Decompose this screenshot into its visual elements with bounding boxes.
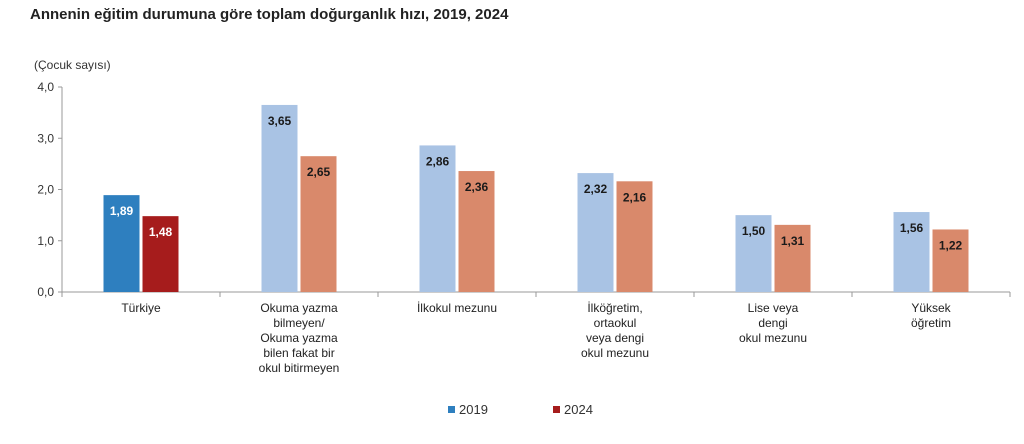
y-axis-label: (Çocuk sayısı) bbox=[34, 58, 111, 72]
x-category-label: Okuma yazma bilmeyen/Okuma yazma bilen fak… bbox=[259, 301, 340, 375]
legend-item-2019: 2019 bbox=[448, 402, 488, 417]
x-category-label: Türkiye bbox=[121, 301, 161, 315]
x-category-label-line: İlköğretim, bbox=[587, 301, 642, 315]
legend-item-2024: 2024 bbox=[553, 402, 593, 417]
y-tick-label: 1,0 bbox=[37, 234, 54, 248]
bar-2024 bbox=[932, 229, 969, 292]
legend-label-2024: 2024 bbox=[564, 402, 593, 417]
x-category-label-line: öğretim bbox=[911, 316, 951, 330]
data-label-2019: 3,65 bbox=[268, 114, 292, 128]
data-label-2024: 2,65 bbox=[307, 165, 331, 179]
bar-2019 bbox=[735, 215, 772, 292]
x-category-label: İlköğretim, ortaokul veya dengi okul mezunu bbox=[581, 301, 649, 360]
data-label-2024: 2,36 bbox=[465, 180, 489, 194]
legend-swatch-2019 bbox=[448, 406, 455, 413]
bar-2019 bbox=[103, 195, 140, 292]
data-label-2024: 1,48 bbox=[149, 225, 173, 239]
legend-swatch-2024 bbox=[553, 406, 560, 413]
x-category-label-line: bilen fakat bir bbox=[263, 346, 334, 360]
x-category-label-line: dengi bbox=[758, 316, 787, 330]
bar-2019 bbox=[261, 104, 298, 292]
x-category-label-line: Türkiye bbox=[121, 301, 161, 315]
x-category-label-line: okul mezunu bbox=[581, 346, 649, 360]
bar-2019 bbox=[577, 173, 614, 292]
x-category-label-line: Okuma yazma bbox=[260, 331, 338, 345]
data-label-2019: 1,50 bbox=[742, 224, 766, 238]
x-category-label-line: okul bitirmeyen bbox=[259, 361, 340, 375]
x-category-label-line: Yüksek bbox=[911, 301, 951, 315]
x-category-label: Lise veya dengi okul mezunu bbox=[739, 301, 807, 345]
x-category-label-line: okul mezunu bbox=[739, 331, 807, 345]
x-category-label: Yüksek öğretim bbox=[911, 301, 952, 330]
y-tick-label: 0,0 bbox=[37, 285, 54, 299]
data-label-2019: 2,32 bbox=[584, 182, 608, 196]
data-label-2019: 1,89 bbox=[110, 204, 134, 218]
x-category-label-line: İlkokul mezunu bbox=[417, 301, 497, 315]
bar-2024 bbox=[616, 181, 653, 292]
x-category-label: İlkokul mezunu bbox=[417, 301, 497, 315]
data-label-2024: 1,31 bbox=[781, 234, 805, 248]
bar-2024 bbox=[458, 171, 495, 292]
y-tick-label: 3,0 bbox=[37, 131, 54, 145]
data-label-2024: 1,22 bbox=[939, 238, 963, 252]
data-label-2019: 2,86 bbox=[426, 154, 450, 168]
data-label-2024: 2,16 bbox=[623, 190, 647, 204]
bar-2024 bbox=[142, 216, 179, 292]
chart-title: Annenin eğitim durumuna göre toplam doğu… bbox=[30, 6, 509, 23]
bar-2019 bbox=[419, 145, 456, 292]
data-label-2019: 1,56 bbox=[900, 221, 924, 235]
y-tick-label: 2,0 bbox=[37, 183, 54, 197]
bar-2019 bbox=[893, 212, 930, 292]
x-category-label-line: ortaokul bbox=[594, 316, 637, 330]
x-category-label-line: bilmeyen/ bbox=[273, 316, 325, 330]
x-category-label-line: veya dengi bbox=[586, 331, 644, 345]
y-tick-label: 4,0 bbox=[37, 80, 54, 94]
bar-2024 bbox=[774, 224, 811, 292]
x-category-label-line: Lise veya bbox=[748, 301, 799, 315]
legend-label-2019: 2019 bbox=[459, 402, 488, 417]
x-category-label-line: Okuma yazma bbox=[260, 301, 338, 315]
bar-2024 bbox=[300, 156, 337, 292]
